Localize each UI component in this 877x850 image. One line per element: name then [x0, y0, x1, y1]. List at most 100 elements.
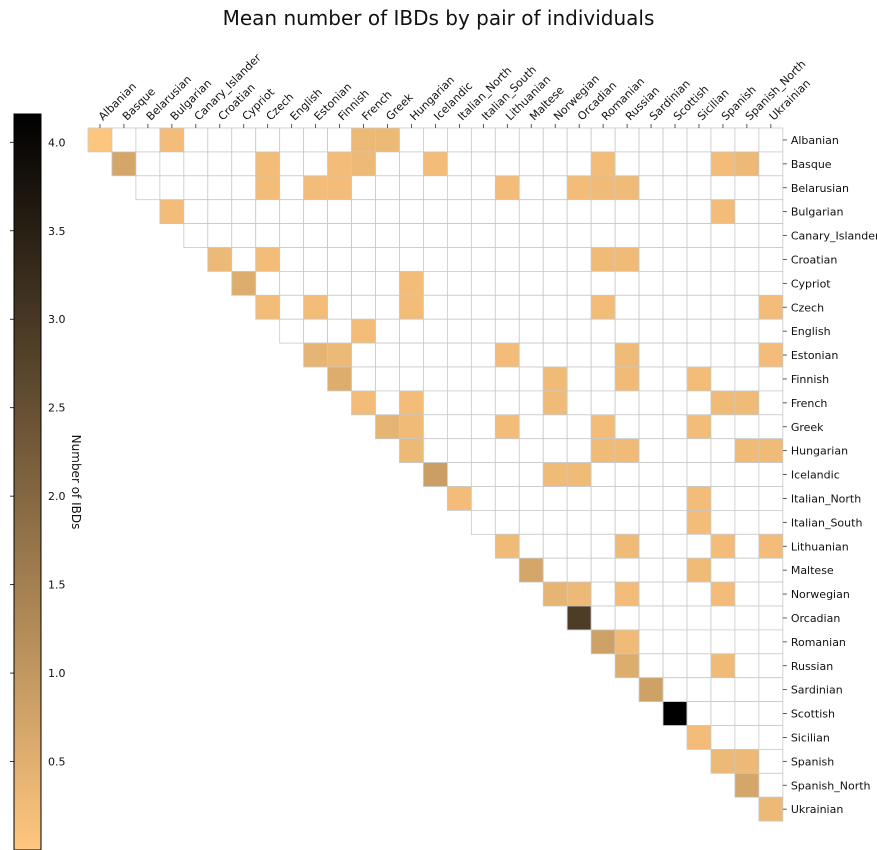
heatmap-cell-icelandic-sicilian: [686, 462, 712, 487]
heatmap-cell-italian-south-russian: [614, 509, 640, 535]
heatmap-cell-croatian-cypriot: [231, 247, 257, 272]
heatmap-cell-italian-south-orcadian: [566, 509, 592, 535]
heatmap-cell-finnish-spanish: [710, 366, 736, 392]
heatmap-cell-french-italian-south: [470, 390, 496, 416]
heatmap-cell-estonian-finnish: [327, 342, 352, 368]
heatmap-cell-croatian-spanish-north: [734, 247, 760, 272]
heatmap-cell-cypriot-estonian: [303, 270, 329, 296]
heatmap-cell-belarusian-finnish: [327, 175, 352, 201]
heatmap-cell-russian-sicilian: [686, 653, 712, 679]
heatmap-cell-bulgarian-orcadian: [566, 199, 592, 224]
heatmap-cell-canary-islander-french: [351, 223, 376, 248]
heatmap-cell-bulgarian-croatian: [207, 199, 233, 224]
heatmap-cell-italian-north-italian-south: [470, 486, 496, 511]
heatmap-cell-russian-russian: [614, 653, 640, 679]
colorbar-gradient: [13, 113, 42, 850]
heatmap-cell-greek-sardinian: [638, 414, 664, 440]
heatmap-cell-croatian-czech: [255, 247, 281, 272]
heatmap-cell-croatian-orcadian: [566, 247, 592, 272]
heatmap-cell-czech-russian: [614, 294, 640, 320]
heatmap-cell-maltese-russian: [614, 557, 640, 583]
heatmap-cell-maltese-romanian: [590, 557, 616, 583]
heatmap-cell-french-greek: [375, 390, 400, 416]
heatmap-cell-english-sardinian: [638, 318, 664, 344]
heatmap-cell-hungarian-ukrainian: [758, 438, 784, 464]
heatmap-cell-canary-islander-icelandic: [423, 223, 448, 248]
heatmap-cell-albanian-belarusian: [135, 127, 161, 153]
heatmap-cell-finnish-ukrainian: [758, 366, 784, 392]
heatmap-cell-bulgarian-finnish: [327, 199, 352, 224]
heatmap-cell-basque-norwegian: [542, 151, 568, 177]
heatmap-cell-cypriot-italian-north: [446, 270, 472, 296]
heatmap-cell-belarusian-czech: [255, 175, 281, 201]
heatmap-cell-hungarian-hungarian: [399, 438, 424, 464]
heatmap-cell-finnish-spanish-north: [734, 366, 760, 392]
heatmap-cell-canary-islander-estonian: [303, 223, 329, 248]
y-tick-label-czech: Czech: [791, 301, 824, 314]
heatmap-cell-bulgarian-romanian: [590, 199, 616, 224]
heatmap-cell-italian-south-romanian: [590, 509, 616, 535]
heatmap-cell-basque-estonian: [303, 151, 329, 177]
heatmap-cell-sardinian-spanish: [710, 677, 736, 703]
heatmap-cell-canary-islander-orcadian: [566, 223, 592, 248]
heatmap-cell-belarusian-estonian: [303, 175, 329, 201]
heatmap-cell-icelandic-scottish: [662, 462, 688, 487]
y-tick-label-italian-south: Italian_South: [791, 516, 863, 529]
heatmap-cell-orcadian-spanish: [710, 605, 736, 631]
heatmap-cell-icelandic-norwegian: [542, 462, 568, 487]
heatmap-cell-basque-lithuanian: [494, 151, 520, 177]
heatmap-cell-basque-croatian: [207, 151, 233, 177]
heatmap-cell-czech-spanish-north: [734, 294, 760, 320]
y-tick-label-bulgarian: Bulgarian: [791, 206, 844, 219]
heatmap-cell-czech-lithuanian: [494, 294, 520, 320]
heatmap-cell-bulgarian-ukrainian: [758, 199, 784, 224]
heatmap-cell-italian-south-lithuanian: [494, 509, 520, 535]
heatmap-cell-basque-italian-south: [470, 151, 496, 177]
heatmap-cell-italian-south-sicilian: [686, 509, 712, 535]
heatmap-cell-basque-french: [351, 151, 376, 177]
heatmap-cell-greek-romanian: [590, 414, 616, 440]
heatmap-cell-icelandic-icelandic: [423, 462, 448, 487]
heatmap-cell-french-spanish-north: [734, 390, 760, 416]
heatmap-cell-english-spanish: [710, 318, 736, 344]
heatmap-cell-finnish-maltese: [518, 366, 544, 392]
heatmap-cell-basque-ukrainian: [758, 151, 784, 177]
heatmap-cell-albanian-orcadian: [566, 127, 592, 153]
heatmap-cell-french-french: [351, 390, 376, 416]
heatmap-cell-french-icelandic: [423, 390, 448, 416]
heatmap-cell-sicilian-spanish: [710, 725, 736, 750]
heatmap-cell-canary-islander-italian-north: [446, 223, 472, 248]
heatmap-cell-maltese-sardinian: [638, 557, 664, 583]
heatmap-cell-albanian-norwegian: [542, 127, 568, 153]
heatmap-cell-romanian-spanish-north: [734, 629, 760, 655]
heatmap-cell-sardinian-sardinian: [638, 677, 664, 703]
heatmap-cell-hungarian-russian: [614, 438, 640, 464]
heatmap-cell-russian-spanish-north: [734, 653, 760, 679]
heatmap-cell-bulgarian-russian: [614, 199, 640, 224]
heatmap-cell-english-maltese: [518, 318, 544, 344]
heatmap-cell-romanian-sicilian: [686, 629, 712, 655]
heatmap-cell-finnish-lithuanian: [494, 366, 520, 392]
heatmap-cell-romanian-sardinian: [638, 629, 664, 655]
heatmap-cell-croatian-hungarian: [399, 247, 424, 272]
heatmap-cell-greek-spanish-north: [734, 414, 760, 440]
heatmap-cell-italian-south-spanish-north: [734, 509, 760, 535]
heatmap-cell-estonian-greek: [375, 342, 400, 368]
heatmap-cell-finnish-greek: [375, 366, 400, 392]
heatmap-cell-canary-islander-canary-islander: [183, 223, 209, 248]
heatmap-cell-bulgarian-italian-north: [446, 199, 472, 224]
y-tick-label-cypriot: Cypriot: [791, 277, 831, 290]
heatmap-cell-english-ukrainian: [758, 318, 784, 344]
heatmap-cell-romanian-romanian: [590, 629, 616, 655]
heatmap-cell-greek-icelandic: [423, 414, 448, 440]
heatmap-cell-bulgarian-hungarian: [399, 199, 424, 224]
heatmap-cell-sicilian-ukrainian: [758, 725, 784, 750]
heatmap-cell-greek-ukrainian: [758, 414, 784, 440]
heatmap-cell-albanian-romanian: [590, 127, 616, 153]
heatmap-cell-czech-orcadian: [566, 294, 592, 320]
x-axis-tick-labels: AlbanianBasqueBelarusianBulgarianCanary_…: [96, 51, 813, 128]
heatmap-cell-cypriot-sardinian: [638, 270, 664, 296]
heatmap-cell-canary-islander-lithuanian: [494, 223, 520, 248]
heatmap-cell-lithuanian-spanish-north: [734, 533, 760, 559]
heatmap-cell-english-french: [351, 318, 376, 344]
